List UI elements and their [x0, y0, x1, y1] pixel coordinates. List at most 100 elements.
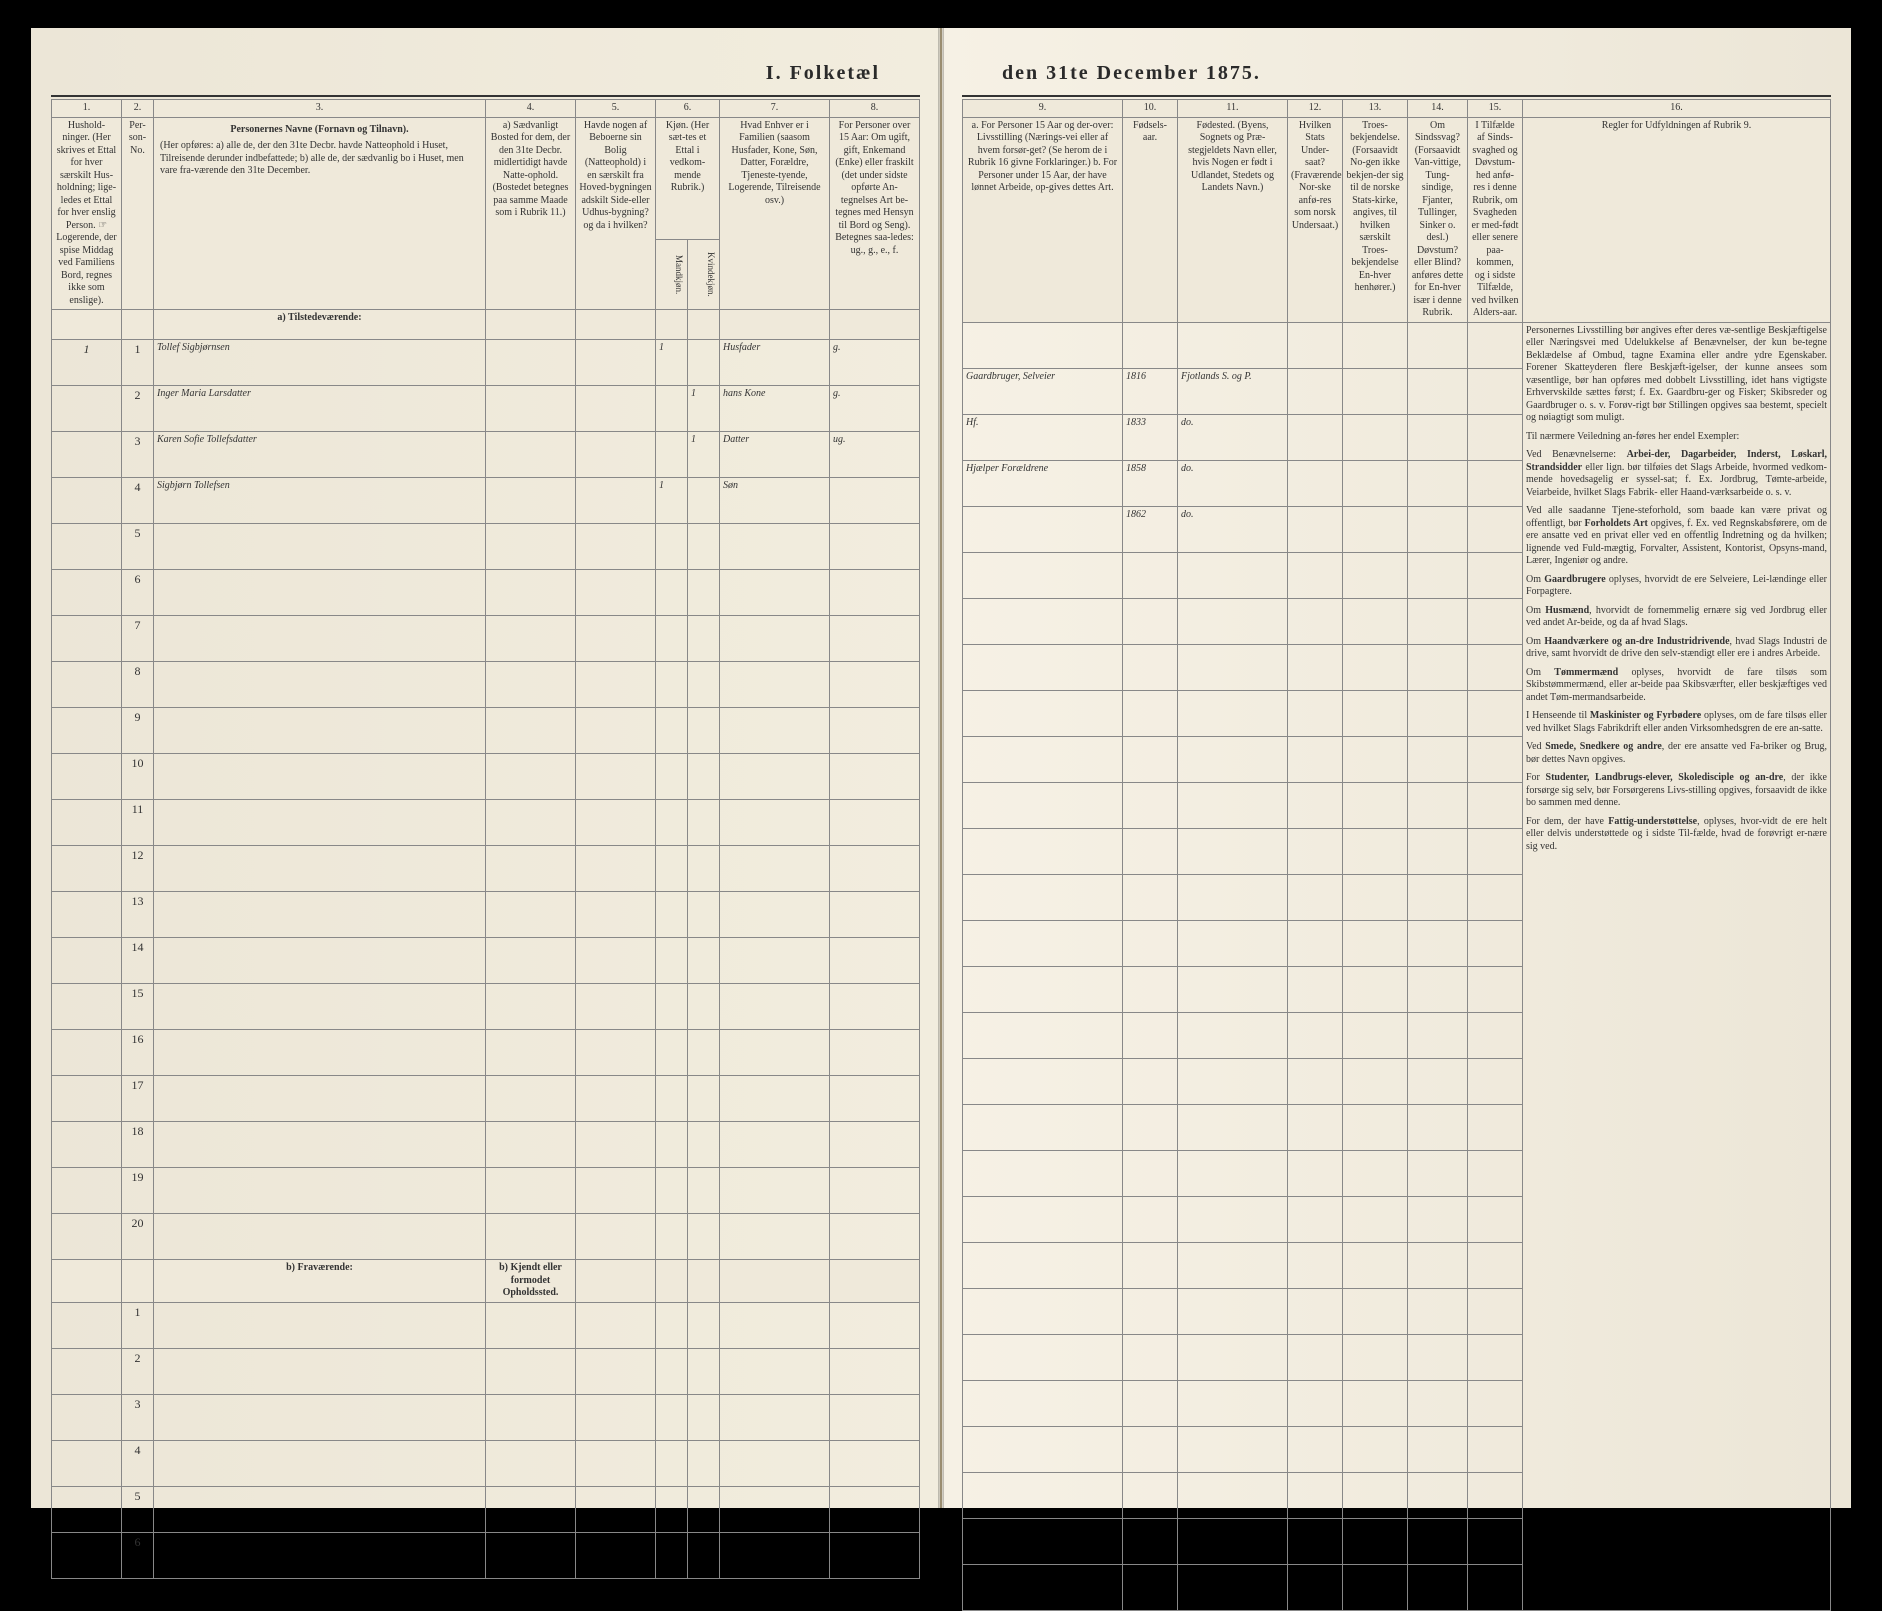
- cell: 15: [122, 984, 154, 1030]
- cell: [656, 708, 688, 754]
- cell: [830, 892, 920, 938]
- cell: 8: [122, 662, 154, 708]
- cell: [154, 1486, 486, 1532]
- cell: [1178, 1196, 1288, 1242]
- hdr-livsstilling: a. For Personer 15 Aar og der-over: Livs…: [963, 117, 1123, 322]
- cell: [486, 432, 576, 478]
- cell: [1123, 874, 1178, 920]
- cell: [1408, 920, 1468, 966]
- cell: [720, 1168, 830, 1214]
- cell: 3: [122, 1394, 154, 1440]
- cell: [154, 708, 486, 754]
- hdr-civil: For Personer over 15 Aar: Om ugift, gift…: [830, 117, 920, 310]
- cell: 1: [122, 1302, 154, 1348]
- colnum: 13.: [1343, 100, 1408, 118]
- cell: [720, 1486, 830, 1532]
- cell: [154, 938, 486, 984]
- cell: [1343, 1104, 1408, 1150]
- cell: [1123, 782, 1178, 828]
- cell: [656, 616, 688, 662]
- cell: [1123, 1150, 1178, 1196]
- cell: [830, 662, 920, 708]
- cell: [486, 846, 576, 892]
- cell: [656, 1394, 688, 1440]
- cell: [1178, 828, 1288, 874]
- colnum: 2.: [122, 100, 154, 118]
- cell: [830, 800, 920, 846]
- cell: [486, 984, 576, 1030]
- cell: [1123, 552, 1178, 598]
- cell: [963, 736, 1123, 782]
- cell: [963, 552, 1123, 598]
- cell: [486, 892, 576, 938]
- cell: [1288, 966, 1343, 1012]
- cell: [1288, 1426, 1343, 1472]
- cell: [1468, 644, 1523, 690]
- table-row: 2: [52, 1348, 920, 1394]
- cell: [1178, 1058, 1288, 1104]
- cell: [52, 1440, 122, 1486]
- cell: 17: [122, 1076, 154, 1122]
- cell: [52, 1260, 122, 1303]
- cell: [720, 708, 830, 754]
- cell: [1288, 460, 1343, 506]
- cell: [1123, 966, 1178, 1012]
- family-role: Datter: [720, 432, 830, 478]
- cell: [963, 644, 1123, 690]
- cell: [576, 938, 656, 984]
- cell: [576, 708, 656, 754]
- page-title-left: I. Folketæl: [51, 58, 920, 95]
- cell: [576, 478, 656, 524]
- cell: [1123, 1334, 1178, 1380]
- cell: [720, 1348, 830, 1394]
- table-row: 11Tollef Sigbjørnsen1Husfaderg.: [52, 340, 920, 386]
- civil-status: g.: [830, 340, 920, 386]
- cell: [1178, 1242, 1288, 1288]
- cell: [1178, 874, 1288, 920]
- sex-m: 1: [656, 340, 688, 386]
- person-name: Inger Maria Larsdatter: [154, 386, 486, 432]
- table-row: Personernes Livsstilling bør angives eft…: [963, 322, 1831, 368]
- sex-m: 1: [656, 478, 688, 524]
- hdr-person-no: Per-son-No.: [122, 117, 154, 310]
- cell: [1123, 1564, 1178, 1610]
- cell: [1468, 690, 1523, 736]
- cell: [1288, 1380, 1343, 1426]
- colnum: 14.: [1408, 100, 1468, 118]
- cell: [1123, 1380, 1178, 1426]
- cell: [1123, 1288, 1178, 1334]
- cell: [1408, 1012, 1468, 1058]
- cell: [963, 1564, 1123, 1610]
- cell: [1468, 322, 1523, 368]
- cell: [830, 1030, 920, 1076]
- cell: [1468, 506, 1523, 552]
- cell: [720, 1076, 830, 1122]
- cell: [1123, 1012, 1178, 1058]
- cell: [576, 1214, 656, 1260]
- cell: [576, 1260, 656, 1303]
- section-a-label: a) Tilstedeværende:: [154, 310, 486, 340]
- cell: [486, 1532, 576, 1578]
- cell: [154, 1030, 486, 1076]
- cell: [1178, 690, 1288, 736]
- cell: [1343, 782, 1408, 828]
- cell: [52, 892, 122, 938]
- cell: [720, 310, 830, 340]
- cell: 6: [122, 570, 154, 616]
- cell: [52, 478, 122, 524]
- cell: [576, 340, 656, 386]
- colnum: 10.: [1123, 100, 1178, 118]
- colnum: 7.: [720, 100, 830, 118]
- section-b-col4: b) Kjendt eller formodet Opholdssted.: [486, 1260, 576, 1303]
- cell: [963, 1104, 1123, 1150]
- cell: [830, 846, 920, 892]
- cell: [830, 1168, 920, 1214]
- cell: [1288, 1334, 1343, 1380]
- hdr-bosted: a) Sædvanligt Bosted for dem, der den 31…: [486, 117, 576, 310]
- cell: [830, 708, 920, 754]
- table-row: 2Inger Maria Larsdatter1hans Koneg.: [52, 386, 920, 432]
- hdr-regler: Regler for Udfyldningen af Rubrik 9.: [1523, 117, 1831, 322]
- cell: [1468, 1380, 1523, 1426]
- table-row: a) Tilstedeværende:: [52, 310, 920, 340]
- fodselsaar: 1816: [1123, 368, 1178, 414]
